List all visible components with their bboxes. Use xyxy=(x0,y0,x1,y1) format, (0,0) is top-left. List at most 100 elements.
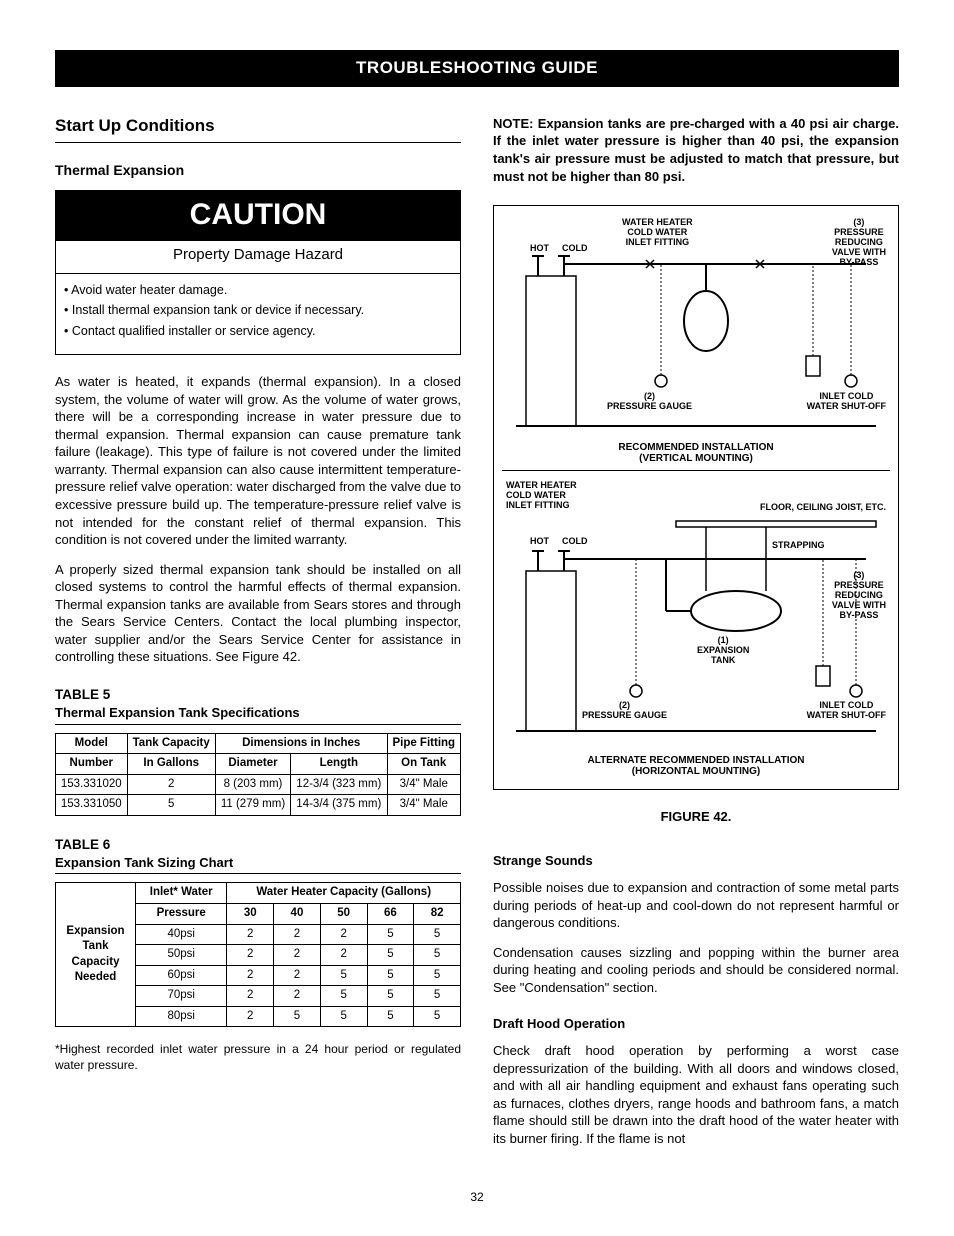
td: 5 xyxy=(367,965,414,986)
td: 50psi xyxy=(136,945,227,966)
table5-title: TABLE 5 Thermal Expansion Tank Specifica… xyxy=(55,686,461,725)
td: 5 xyxy=(414,965,461,986)
td: 2 xyxy=(274,945,321,966)
td: 5 xyxy=(414,945,461,966)
th: On Tank xyxy=(387,754,460,775)
table-subtitle: Thermal Expansion Tank Specifications xyxy=(55,704,461,722)
strange-sounds-title: Strange Sounds xyxy=(493,852,899,870)
label-cold: COLD xyxy=(562,537,588,547)
td: 12-3/4 (323 mm) xyxy=(291,774,387,795)
td: 5 xyxy=(127,795,215,816)
td: 2 xyxy=(274,965,321,986)
th: 30 xyxy=(227,904,274,925)
td: 3/4" Male xyxy=(387,774,460,795)
table-label: TABLE 6 xyxy=(55,836,461,854)
caution-list: Avoid water heater damage. Install therm… xyxy=(56,274,460,355)
td: 60psi xyxy=(136,965,227,986)
paragraph: Check draft hood operation by performing… xyxy=(493,1042,899,1147)
rl: Needed xyxy=(60,970,131,986)
td: 2 xyxy=(320,924,367,945)
right-column: NOTE: Expansion tanks are pre-charged wi… xyxy=(493,115,899,1159)
td: 2 xyxy=(227,945,274,966)
td: 5 xyxy=(274,1006,321,1027)
diagram1-title: RECOMMENDED INSTALLATION (VERTICAL MOUNT… xyxy=(502,442,890,464)
paragraph: A properly sized thermal expansion tank … xyxy=(55,561,461,666)
diagram-horizontal: WATER HEATER COLD WATER INLET FITTING FL… xyxy=(502,481,890,781)
td: 5 xyxy=(320,1006,367,1027)
figure-42-box: HOT COLD WATER HEATER COLD WATER INLET F… xyxy=(493,205,899,790)
th: Inlet* Water xyxy=(136,883,227,904)
footnote: *Highest recorded inlet water pressure i… xyxy=(55,1041,461,1073)
table6: Expansion Tank Capacity Needed Inlet* Wa… xyxy=(55,882,461,1027)
td: 5 xyxy=(367,986,414,1007)
td: 153.331020 xyxy=(56,774,128,795)
subsection-title: Thermal Expansion xyxy=(55,161,461,180)
td: 3/4" Male xyxy=(387,795,460,816)
td: 14-3/4 (375 mm) xyxy=(291,795,387,816)
caution-item: Contact qualified installer or service a… xyxy=(64,323,446,340)
section-title: Start Up Conditions xyxy=(55,115,461,138)
label-etank: (1) EXPANSION TANK xyxy=(697,636,749,666)
td: 80psi xyxy=(136,1006,227,1027)
th: Number xyxy=(56,754,128,775)
label-hot: HOT xyxy=(530,244,549,254)
label-gauge: (2) PRESSURE GAUGE xyxy=(582,701,667,721)
td: 2 xyxy=(274,986,321,1007)
left-column: Start Up Conditions Thermal Expansion CA… xyxy=(55,115,461,1159)
td: 40psi xyxy=(136,924,227,945)
td: 5 xyxy=(414,986,461,1007)
th: Water Heater Capacity (Gallons) xyxy=(227,883,461,904)
td: 2 xyxy=(227,924,274,945)
td: 5 xyxy=(414,1006,461,1027)
th: Model xyxy=(56,733,128,754)
th: Pressure xyxy=(136,904,227,925)
label-shutoff: INLET COLD WATER SHUT-OFF xyxy=(807,392,886,412)
td: 5 xyxy=(367,924,414,945)
th: Length xyxy=(291,754,387,775)
rl: Capacity xyxy=(60,955,131,971)
table-label: TABLE 5 xyxy=(55,686,461,704)
table5: Model Tank Capacity Dimensions in Inches… xyxy=(55,733,461,816)
th: In Gallons xyxy=(127,754,215,775)
caution-box: CAUTION Property Damage Hazard Avoid wat… xyxy=(55,190,461,355)
th-rowlabel: Expansion Tank Capacity Needed xyxy=(56,883,136,1027)
label-strapping: STRAPPING xyxy=(772,541,825,551)
th: Tank Capacity xyxy=(127,733,215,754)
th: 66 xyxy=(367,904,414,925)
label-cold: COLD xyxy=(562,244,588,254)
th: 40 xyxy=(274,904,321,925)
caution-heading: CAUTION xyxy=(56,191,460,242)
table-row: 153.331050 5 11 (279 mm) 14-3/4 (375 mm)… xyxy=(56,795,461,816)
diagram-vertical: HOT COLD WATER HEATER COLD WATER INLET F… xyxy=(502,216,890,471)
td: 2 xyxy=(127,774,215,795)
table6-title: TABLE 6 Expansion Tank Sizing Chart xyxy=(55,836,461,875)
label-hot: HOT xyxy=(530,537,549,547)
paragraph: Condensation causes sizzling and popping… xyxy=(493,944,899,997)
td: 5 xyxy=(367,945,414,966)
draft-hood-title: Draft Hood Operation xyxy=(493,1015,899,1033)
td: 5 xyxy=(414,924,461,945)
td: 2 xyxy=(320,945,367,966)
td: 5 xyxy=(320,986,367,1007)
td: 11 (279 mm) xyxy=(215,795,290,816)
note-paragraph: NOTE: Expansion tanks are pre-charged wi… xyxy=(493,115,899,185)
td: 153.331050 xyxy=(56,795,128,816)
table-subtitle: Expansion Tank Sizing Chart xyxy=(55,854,461,872)
table-row: 153.331020 2 8 (203 mm) 12-3/4 (323 mm) … xyxy=(56,774,461,795)
label-floor: FLOOR, CEILING JOIST, ETC. xyxy=(760,503,886,513)
th: Dimensions in Inches xyxy=(215,733,387,754)
caution-item: Avoid water heater damage. xyxy=(64,282,446,299)
caution-item: Install thermal expansion tank or device… xyxy=(64,302,446,319)
td: 2 xyxy=(274,924,321,945)
td: 2 xyxy=(227,1006,274,1027)
header-bar: TROUBLESHOOTING GUIDE xyxy=(55,50,899,87)
td: 5 xyxy=(320,965,367,986)
label-wh-inlet: WATER HEATER COLD WATER INLET FITTING xyxy=(622,218,693,248)
th: Pipe Fitting xyxy=(387,733,460,754)
rl: Expansion xyxy=(60,924,131,940)
td: 70psi xyxy=(136,986,227,1007)
th: 82 xyxy=(414,904,461,925)
label-prv: (3) PRESSURE REDUCING VALVE WITH BY-PASS xyxy=(832,571,886,620)
td: 8 (203 mm) xyxy=(215,774,290,795)
paragraph: As water is heated, it expands (thermal … xyxy=(55,373,461,548)
